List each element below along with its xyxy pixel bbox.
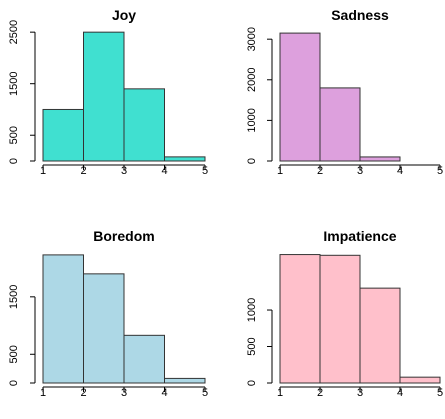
joy-panel: Joy 1 2 3 4 5 0 500 1500 2500 bbox=[8, 7, 208, 177]
sadness-bar-1 bbox=[279, 32, 321, 162]
impatience-y-tick-label-0: 0 bbox=[246, 380, 258, 386]
boredom-x-tick-label-5: 5 bbox=[202, 387, 208, 399]
impatience-y-tick-label-1000: 1000 bbox=[246, 298, 258, 322]
boredom-bar-1 bbox=[42, 254, 84, 384]
boredom-bar-2 bbox=[83, 273, 125, 384]
boredom-x-tick-label-3: 3 bbox=[121, 387, 127, 399]
sadness-y-tick-label-2000: 2000 bbox=[246, 68, 258, 92]
sadness-x-tick-label-5: 5 bbox=[437, 165, 443, 177]
joy-x-tick-label-1: 1 bbox=[40, 165, 46, 177]
joy-bar-3 bbox=[123, 88, 165, 162]
sadness-x-tick-label-3: 3 bbox=[357, 165, 363, 177]
sadness-x-tick-label-1: 1 bbox=[277, 165, 283, 177]
joy-bar-1 bbox=[42, 108, 84, 162]
boredom-y-tick-label-1500: 1500 bbox=[8, 285, 20, 309]
sadness-x-tick-label-4: 4 bbox=[397, 165, 403, 177]
boredom-bar-3 bbox=[123, 334, 165, 384]
impatience-x-tick-label-1: 1 bbox=[277, 387, 283, 399]
sadness-title: Sadness bbox=[331, 7, 389, 23]
joy-bar-2 bbox=[83, 31, 125, 162]
joy-y-tick-label-1500: 1500 bbox=[8, 71, 20, 95]
boredom-panel: Boredom 1 2 3 4 5 0 500 1500 bbox=[8, 228, 208, 399]
impatience-x-tick-label-4: 4 bbox=[397, 387, 403, 399]
boredom-x-tick-label-1: 1 bbox=[40, 387, 46, 399]
impatience-title: Impatience bbox=[323, 228, 396, 244]
joy-y-tick-label-500: 500 bbox=[8, 126, 20, 144]
joy-y-tick-label-2500: 2500 bbox=[8, 20, 20, 44]
joy-x-tick-label-4: 4 bbox=[161, 165, 167, 177]
impatience-x-tick-label-2: 2 bbox=[317, 387, 323, 399]
boredom-title: Boredom bbox=[93, 228, 154, 244]
boredom-x-tick-label-4: 4 bbox=[161, 387, 167, 399]
impatience-bar-1 bbox=[279, 254, 321, 384]
sadness-panel: Sadness 1 2 3 4 5 0 1000 2000 3000 bbox=[246, 7, 443, 177]
joy-title: Joy bbox=[112, 7, 136, 23]
joy-x-tick-label-3: 3 bbox=[121, 165, 127, 177]
joy-x-tick-label-2: 2 bbox=[80, 165, 86, 177]
impatience-x-tick-label-3: 3 bbox=[357, 387, 363, 399]
impatience-panel: Impatience 1 2 3 4 5 0 500 1000 bbox=[246, 228, 443, 399]
boredom-bar-4 bbox=[164, 377, 206, 384]
joy-x-tick-label-5: 5 bbox=[202, 165, 208, 177]
boredom-y-tick-label-0: 0 bbox=[8, 380, 20, 386]
sadness-y-tick-label-3000: 3000 bbox=[246, 27, 258, 51]
joy-bar-4 bbox=[164, 156, 206, 162]
impatience-bar-4 bbox=[399, 376, 441, 384]
sadness-bar-2 bbox=[319, 87, 361, 162]
sadness-y-tick-label-0: 0 bbox=[246, 158, 258, 164]
sadness-y-tick-label-1000: 1000 bbox=[246, 108, 258, 132]
impatience-bar-3 bbox=[359, 287, 401, 384]
impatience-x-tick-label-5: 5 bbox=[437, 387, 443, 399]
sadness-x-tick-label-2: 2 bbox=[317, 165, 323, 177]
impatience-bar-2 bbox=[319, 254, 361, 384]
sadness-bar-3 bbox=[359, 156, 401, 162]
boredom-x-tick-label-2: 2 bbox=[80, 387, 86, 399]
boredom-y-tick-label-500: 500 bbox=[8, 345, 20, 363]
joy-y-tick-label-0: 0 bbox=[8, 158, 20, 164]
impatience-y-tick-label-500: 500 bbox=[246, 337, 258, 355]
